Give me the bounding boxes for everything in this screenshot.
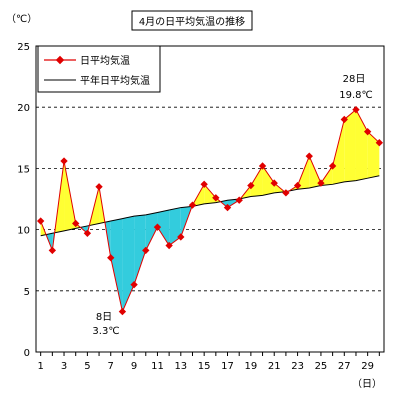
data-point-actual bbox=[188, 201, 197, 209]
actual-line-layer bbox=[36, 105, 384, 316]
annotation-max-day: 28日 bbox=[343, 74, 366, 85]
legend-actual-label: 日平均気温 bbox=[80, 54, 130, 67]
data-point-actual bbox=[212, 194, 220, 202]
x-tick-label: 25 bbox=[315, 361, 328, 372]
fill-below-normal bbox=[145, 212, 158, 251]
fill-below-normal bbox=[134, 214, 146, 285]
x-tick-label: 1 bbox=[37, 361, 43, 372]
x-tick-label: 29 bbox=[361, 361, 374, 372]
y-tick-label: 15 bbox=[17, 164, 30, 175]
data-point-actual bbox=[118, 307, 127, 316]
x-tick-label: 7 bbox=[108, 361, 114, 372]
legend: 日平均気温 平年日平均気温 bbox=[37, 45, 161, 93]
data-point-actual bbox=[200, 180, 208, 188]
fill-below-normal bbox=[169, 207, 181, 246]
annotation-min: 8日 3.3℃ bbox=[92, 312, 119, 337]
legend-actual-marker bbox=[55, 55, 65, 65]
y-tick-label: 0 bbox=[24, 348, 30, 359]
normal-line-layer bbox=[40, 175, 380, 237]
x-tick-label: 11 bbox=[151, 361, 164, 372]
y-tick-label: 20 bbox=[17, 103, 30, 114]
fill-above-normal bbox=[250, 165, 263, 197]
data-point-actual bbox=[36, 217, 45, 225]
fill-above-normal bbox=[367, 131, 380, 179]
x-tick-label: 23 bbox=[291, 361, 304, 372]
chart-title-box: 4月の日平均気温の推移 bbox=[131, 10, 253, 31]
annotation-max-value: 19.8℃ bbox=[339, 90, 373, 101]
x-tick-label: 3 bbox=[61, 361, 67, 372]
data-point-actual bbox=[282, 189, 290, 197]
x-tick-label: 21 bbox=[268, 361, 281, 372]
fill-above-normal bbox=[262, 165, 275, 196]
data-point-actual bbox=[48, 246, 57, 255]
y-tick-label: 25 bbox=[17, 42, 30, 53]
fill-below-normal bbox=[110, 218, 123, 312]
x-tick-label: 13 bbox=[174, 361, 187, 372]
fill-above-normal bbox=[332, 119, 345, 185]
annotation-min-day: 8日 bbox=[96, 312, 112, 323]
x-tick-label: 17 bbox=[221, 361, 234, 372]
fill-above-normal bbox=[344, 109, 356, 182]
x-tick-label: 9 bbox=[131, 361, 137, 372]
data-point-actual bbox=[95, 183, 103, 191]
annotation-min-value: 3.3℃ bbox=[92, 326, 119, 337]
x-axis-label: （日） bbox=[352, 378, 382, 390]
y-tick-label: 10 bbox=[17, 226, 30, 237]
fill-below-normal bbox=[122, 216, 135, 312]
data-point-actual bbox=[375, 139, 384, 147]
data-point-actual bbox=[60, 157, 68, 165]
plot-area-frame bbox=[35, 45, 385, 353]
data-point-actual bbox=[305, 152, 313, 160]
x-tick-label: 19 bbox=[245, 361, 258, 372]
x-tick-label: 5 bbox=[84, 361, 90, 372]
y-axis-label: （℃） bbox=[6, 13, 37, 25]
data-point-actual bbox=[130, 281, 138, 289]
grid-layer bbox=[36, 106, 384, 292]
legend-box bbox=[37, 45, 161, 93]
fill-below-normal bbox=[157, 210, 170, 246]
series-line-actual bbox=[40, 108, 380, 314]
y-tick-label: 5 bbox=[24, 287, 30, 298]
data-point-actual bbox=[153, 223, 162, 231]
fill-layer bbox=[40, 109, 380, 312]
annotation-max: 28日 19.8℃ bbox=[339, 74, 373, 101]
fill-above-normal bbox=[204, 184, 216, 204]
data-point-actual bbox=[177, 233, 185, 241]
x-tick-label: 15 bbox=[198, 361, 211, 372]
data-point-actual bbox=[72, 219, 80, 228]
x-tick-label: 27 bbox=[338, 361, 351, 372]
legend-normal-label: 平年日平均気温 bbox=[80, 74, 150, 87]
fill-above-normal bbox=[355, 109, 368, 181]
series-line-normal bbox=[40, 175, 380, 237]
chart-title: 4月の日平均気温の推移 bbox=[139, 15, 245, 28]
